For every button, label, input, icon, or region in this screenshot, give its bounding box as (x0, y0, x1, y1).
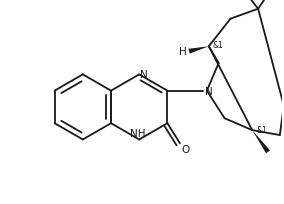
Text: N: N (140, 70, 148, 80)
Text: N: N (205, 86, 213, 96)
Text: NH: NH (130, 129, 146, 139)
Text: H: H (179, 47, 187, 57)
Text: &1: &1 (213, 41, 224, 50)
Text: O: O (181, 145, 189, 154)
Polygon shape (252, 131, 270, 153)
Polygon shape (189, 47, 209, 54)
Text: &1: &1 (256, 125, 267, 134)
